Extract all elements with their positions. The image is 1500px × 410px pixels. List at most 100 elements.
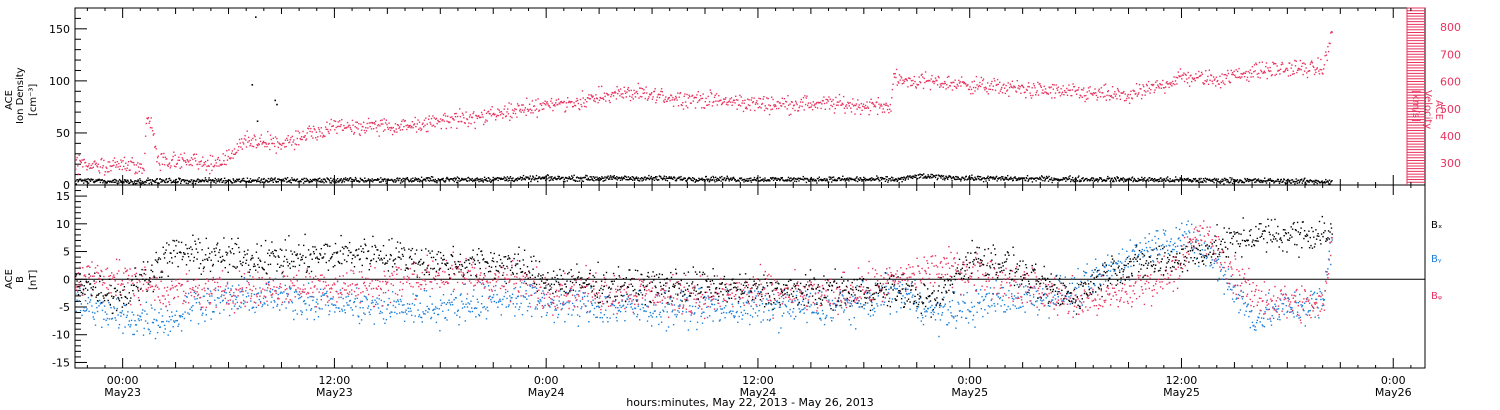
density-point (340, 179, 342, 182)
density-point (991, 176, 993, 179)
density-point (974, 178, 977, 180)
density-point (1312, 181, 1314, 183)
density-point (887, 179, 890, 182)
density-point (1318, 181, 1320, 183)
density-point (94, 181, 97, 183)
velocity-point (990, 83, 992, 85)
velocity-point (152, 134, 154, 136)
density-point (1004, 176, 1006, 179)
velocity-point (891, 88, 894, 91)
density-point (627, 176, 630, 178)
velocity-point (1296, 71, 1298, 74)
velocity-point (1227, 72, 1230, 75)
density-point (323, 178, 326, 180)
velocity-point (1263, 71, 1265, 74)
density-point (1165, 177, 1168, 179)
velocity-point (362, 126, 364, 128)
velocity-point (852, 98, 854, 100)
density-point (1048, 175, 1050, 178)
by-point (114, 317, 116, 319)
velocity-point (217, 156, 219, 159)
velocity-point (394, 131, 396, 133)
velocity-point (616, 86, 618, 88)
velocity-point (637, 82, 639, 85)
density-point (829, 178, 831, 181)
by-point (415, 295, 418, 297)
by-point (387, 304, 390, 306)
velocity-point (703, 107, 706, 109)
velocity-point (370, 128, 373, 130)
by-point (396, 313, 398, 315)
density-point (1277, 178, 1279, 181)
by-point (465, 303, 467, 305)
velocity-point (849, 102, 851, 104)
density-point (1178, 179, 1181, 181)
by-point (282, 276, 284, 278)
by-point (521, 282, 523, 284)
velocity-point (277, 146, 279, 149)
velocity-point (929, 88, 932, 91)
by-point (211, 311, 214, 313)
velocity-point (471, 116, 474, 119)
velocity-point (883, 103, 885, 105)
velocity-point (492, 112, 495, 115)
velocity-point (687, 106, 689, 109)
velocity-point (681, 104, 683, 107)
by-point (133, 333, 135, 336)
density-point (599, 179, 601, 181)
density-point (376, 179, 378, 181)
by-point (441, 302, 443, 304)
velocity-point (855, 104, 857, 107)
density-point (121, 182, 124, 184)
velocity-point (1279, 73, 1281, 75)
velocity-point (424, 124, 426, 127)
density-point (332, 178, 334, 180)
density-point (977, 175, 979, 177)
velocity-point (590, 94, 592, 96)
velocity-point (154, 146, 156, 148)
density-point (260, 178, 263, 180)
density-point (237, 180, 239, 182)
density-point (748, 177, 751, 180)
velocity-point (622, 97, 625, 99)
by-point (275, 290, 277, 292)
density-point (1125, 178, 1127, 181)
density-point (532, 176, 535, 178)
velocity-point (508, 102, 510, 104)
by-point (564, 302, 567, 305)
by-point (528, 302, 531, 305)
velocity-point (897, 81, 899, 83)
by-point (351, 309, 354, 311)
velocity-point (1219, 87, 1222, 89)
velocity-point (384, 122, 387, 124)
density-point (540, 177, 543, 180)
velocity-point (193, 153, 195, 155)
velocity-point (336, 125, 339, 128)
density-point (987, 177, 990, 180)
by-point (324, 293, 326, 295)
velocity-point (345, 127, 347, 129)
velocity-point (1310, 61, 1312, 64)
density-point (248, 180, 250, 182)
density-point (632, 179, 634, 181)
velocity-point (168, 163, 170, 165)
velocity-point (753, 97, 755, 99)
by-point (524, 296, 526, 298)
density-point (1234, 181, 1236, 183)
density-point (1103, 179, 1105, 181)
velocity-point (1211, 80, 1213, 82)
velocity-point (1319, 68, 1321, 71)
density-point (551, 178, 554, 180)
by-point (105, 319, 107, 321)
velocity-point (480, 111, 483, 114)
density-point (886, 178, 888, 181)
density-point (395, 180, 397, 182)
by-point (420, 316, 423, 319)
velocity-point (918, 76, 920, 78)
velocity-point (269, 148, 271, 151)
velocity-point (845, 104, 848, 106)
density-point (945, 175, 947, 177)
velocity-point (376, 130, 378, 133)
density-point (924, 177, 926, 179)
velocity-point (407, 126, 409, 128)
